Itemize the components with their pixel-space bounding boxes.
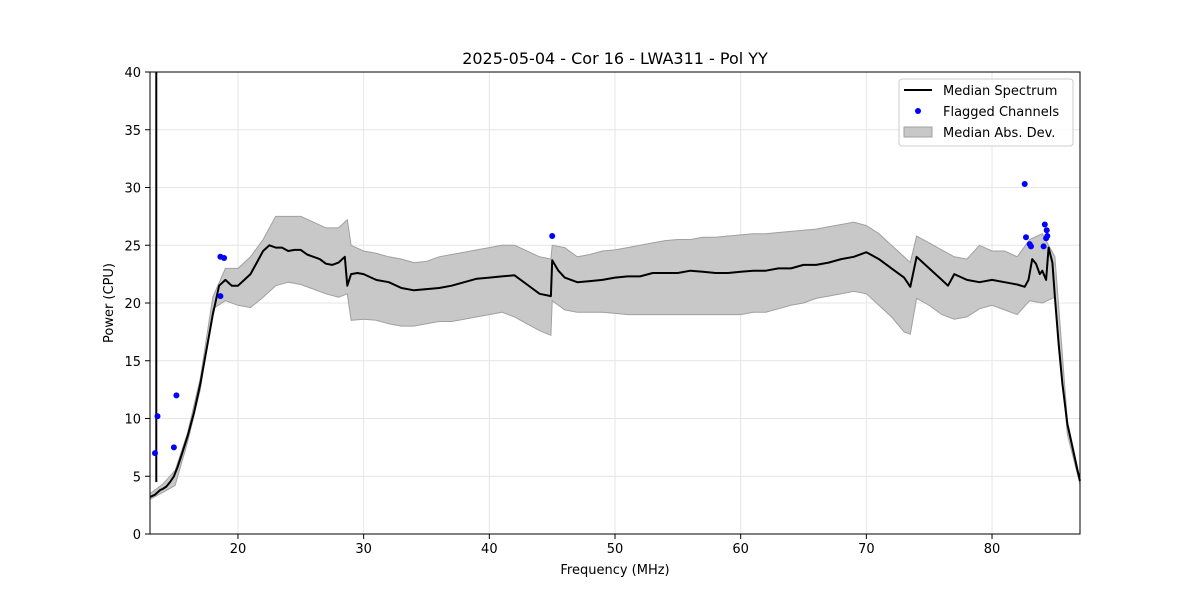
y-tick-label: 25 <box>124 239 141 254</box>
x-axis-label: Frequency (MHz) <box>560 563 669 578</box>
flagged-channel-point <box>1028 243 1034 250</box>
y-tick-label: 15 <box>124 355 141 370</box>
x-axis-ticks: 20 30 40 50 60 70 80 <box>230 534 1001 557</box>
flagged-channel-point <box>154 413 161 420</box>
flagged-channel-point <box>1021 181 1028 187</box>
flagged-channel-point <box>549 233 556 239</box>
flagged-points-layer <box>152 181 1051 457</box>
x-tick-label: 80 <box>984 542 1001 557</box>
flagged-channel-point <box>170 444 177 451</box>
y-tick-label: 5 <box>133 470 141 485</box>
legend-flagged-label: Flagged Channels <box>943 105 1059 120</box>
y-tick-label: 30 <box>124 182 141 197</box>
flagged-channel-point <box>152 450 158 457</box>
legend-flagged-marker-swatch <box>915 108 921 114</box>
x-tick-label: 60 <box>732 542 749 557</box>
y-axis-ticks: 0 5 10 15 20 25 30 35 40 <box>124 66 150 543</box>
y-tick-label: 0 <box>133 528 141 543</box>
legend-box <box>898 78 1074 147</box>
legend-mad-label: Median Abs. Dev. <box>943 126 1055 141</box>
legend-median-label: Median Spectrum <box>943 84 1057 99</box>
flagged-channel-point <box>173 392 180 399</box>
flagged-channel-point <box>1023 234 1029 241</box>
y-tick-label: 20 <box>124 297 141 312</box>
y-tick-label: 35 <box>124 124 141 139</box>
flagged-channel-point <box>1044 233 1051 239</box>
y-tick-label: 40 <box>124 66 141 81</box>
flagged-channel-point <box>221 255 228 261</box>
x-tick-label: 30 <box>355 542 372 557</box>
legend-mad-band-swatch <box>903 126 933 138</box>
x-tick-label: 70 <box>858 542 875 557</box>
flagged-channel-point <box>217 293 224 300</box>
y-axis-label: Power (CPU) <box>102 263 117 343</box>
flagged-channel-point <box>1041 221 1048 228</box>
flagged-channel-point <box>1043 227 1050 234</box>
flagged-channel-point <box>1040 243 1047 250</box>
x-tick-label: 20 <box>230 542 247 557</box>
x-tick-label: 40 <box>481 542 498 557</box>
chart-title: 2025-05-04 - Cor 16 - LWA311 - Pol YY <box>462 49 768 68</box>
x-tick-label: 50 <box>607 542 624 557</box>
legend: Median Spectrum Flagged Channels Median … <box>898 78 1074 147</box>
y-tick-label: 10 <box>124 413 141 428</box>
median-spectrum-line <box>149 244 1081 498</box>
